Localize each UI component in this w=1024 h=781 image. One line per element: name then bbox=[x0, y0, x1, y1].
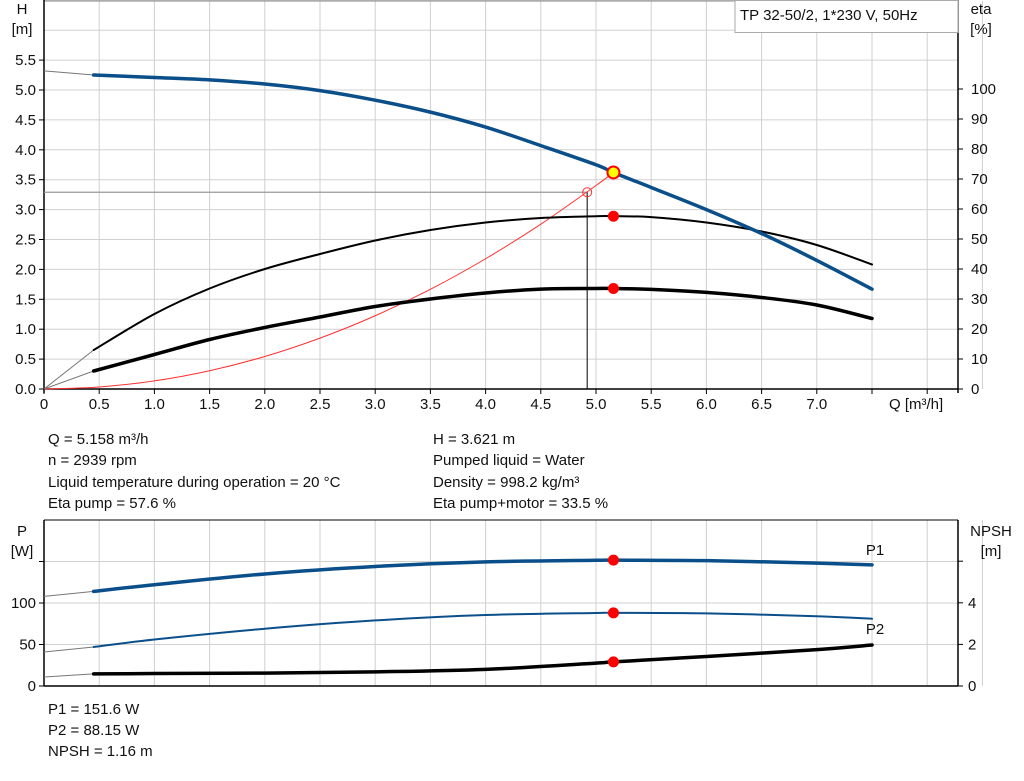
y-tick-label-left: 50 bbox=[19, 637, 36, 654]
duty-point-p2 bbox=[607, 607, 619, 619]
result-p1: P1 = 151.6 W bbox=[48, 701, 140, 718]
y-tick-label-right: 60 bbox=[971, 201, 988, 218]
result-n: n = 2939 rpm bbox=[48, 452, 137, 469]
duty-point-npsh bbox=[607, 656, 619, 668]
x-tick-label: 2.5 bbox=[310, 396, 331, 413]
result-p2: P2 = 88.15 W bbox=[48, 722, 140, 739]
y-tick-label-right: 70 bbox=[971, 171, 988, 188]
requested-point-marker bbox=[582, 187, 593, 198]
result-q: Q = 5.158 m³/h bbox=[48, 431, 149, 448]
y-tick-label-right: 4 bbox=[968, 595, 976, 612]
eta-pump-curve-extension bbox=[43, 349, 94, 390]
y-tick-label-left: 2.0 bbox=[15, 261, 36, 278]
y-tick-label-left: 0 bbox=[28, 678, 36, 695]
y-axis-label-right: eta bbox=[971, 1, 993, 18]
result-density: Density = 998.2 kg/m³ bbox=[433, 474, 580, 491]
y-tick-label-left: 0.0 bbox=[15, 381, 36, 398]
y-tick-label-left: 3.5 bbox=[15, 172, 36, 189]
x-tick-label: 0 bbox=[40, 396, 48, 413]
y-tick-label-left: 100 bbox=[11, 595, 36, 612]
y-tick-label-right: 20 bbox=[971, 321, 988, 338]
npsh-curve-extension bbox=[43, 673, 94, 678]
npsh-curve bbox=[91, 643, 874, 676]
y-tick-label-right: 50 bbox=[971, 231, 988, 248]
x-tick-label: 7.0 bbox=[806, 396, 827, 413]
y-tick-label-left: 4.5 bbox=[15, 112, 36, 129]
x-tick-label: 5.0 bbox=[586, 396, 607, 413]
legend-box bbox=[734, 0, 959, 33]
x-tick-label: 3.5 bbox=[420, 396, 441, 413]
y-tick-label-left: 2.5 bbox=[15, 232, 36, 249]
y-tick-label-left: 0.5 bbox=[15, 351, 36, 368]
result-eta-total: Eta pump+motor = 33.5 % bbox=[433, 495, 609, 512]
p2-curve-extension bbox=[43, 646, 94, 653]
y-tick-label-left: 1.0 bbox=[15, 321, 36, 338]
y-tick-label-left: 5.5 bbox=[15, 52, 36, 69]
eta-total-curve-extension bbox=[43, 370, 94, 390]
y-tick-label-right: 90 bbox=[971, 111, 988, 128]
y-tick-label-left: 5.0 bbox=[15, 82, 36, 99]
y-tick-label-right: 100 bbox=[971, 81, 996, 98]
y-tick-label-right: 10 bbox=[971, 351, 988, 368]
y-tick-label-left: 4.0 bbox=[15, 142, 36, 159]
x-tick-label: 1.0 bbox=[144, 396, 165, 413]
y-tick-label-right: 30 bbox=[971, 291, 988, 308]
x-tick-label: 2.0 bbox=[254, 396, 275, 413]
duty-point-eta-total bbox=[607, 283, 619, 294]
y-tick-label-right: 0 bbox=[968, 678, 976, 695]
y-axis-label-left-unit: [m] bbox=[12, 21, 33, 38]
result-liquid: Pumped liquid = Water bbox=[433, 452, 585, 469]
x-tick-label: 6.0 bbox=[696, 396, 717, 413]
duty-point-p1 bbox=[607, 554, 619, 566]
x-tick-label: 1.5 bbox=[199, 396, 220, 413]
x-tick-label: 4.5 bbox=[530, 396, 551, 413]
eta-total-curve bbox=[91, 286, 874, 373]
p1-series-label: P1 bbox=[866, 542, 884, 559]
p2-curve bbox=[92, 611, 873, 648]
result-eta-pump: Eta pump = 57.6 % bbox=[48, 495, 176, 512]
y-tick-label-right: 2 bbox=[968, 636, 976, 653]
y-tick-label-right: 80 bbox=[971, 141, 988, 158]
y-axis-label-left: H bbox=[17, 1, 28, 18]
y-tick-label-right: 0 bbox=[971, 381, 979, 398]
head-curve-extension bbox=[43, 70, 94, 76]
y-tick-label-right: 40 bbox=[971, 261, 988, 278]
result-temp: Liquid temperature during operation = 20… bbox=[48, 474, 341, 491]
x-tick-label: 4.0 bbox=[475, 396, 496, 413]
y-axis-label-right-unit: [%] bbox=[970, 21, 992, 38]
p1-curve bbox=[91, 558, 874, 594]
system-curve bbox=[43, 172, 614, 390]
y-axis-label-left-unit: [W] bbox=[11, 543, 34, 560]
y-axis-label-left: P bbox=[17, 523, 27, 540]
p1-curve-extension bbox=[43, 590, 94, 597]
result-npsh: NPSH = 1.16 m bbox=[48, 743, 153, 760]
result-h: H = 3.621 m bbox=[433, 431, 516, 448]
y-axis-label-right: NPSH bbox=[970, 523, 1012, 540]
legend-text: TP 32-50/2, 1*230 V, 50Hz bbox=[740, 7, 918, 24]
y-tick-label-left: 1.5 bbox=[15, 291, 36, 308]
y-axis-label-right-unit: [m] bbox=[981, 543, 1002, 560]
duty-point-head bbox=[606, 165, 621, 180]
x-tick-label: 6.5 bbox=[751, 396, 772, 413]
eta-pump-curve bbox=[92, 215, 873, 351]
x-axis-label: Q [m³/h] bbox=[889, 396, 943, 413]
x-tick-label: 5.5 bbox=[641, 396, 662, 413]
x-tick-label: 3.0 bbox=[365, 396, 386, 413]
head-curve bbox=[91, 73, 874, 291]
y-tick-label-left: 3.0 bbox=[15, 202, 36, 219]
p2-series-label: P2 bbox=[866, 621, 884, 638]
x-tick-label: 0.5 bbox=[89, 396, 110, 413]
duty-point-eta-pump bbox=[607, 210, 619, 222]
